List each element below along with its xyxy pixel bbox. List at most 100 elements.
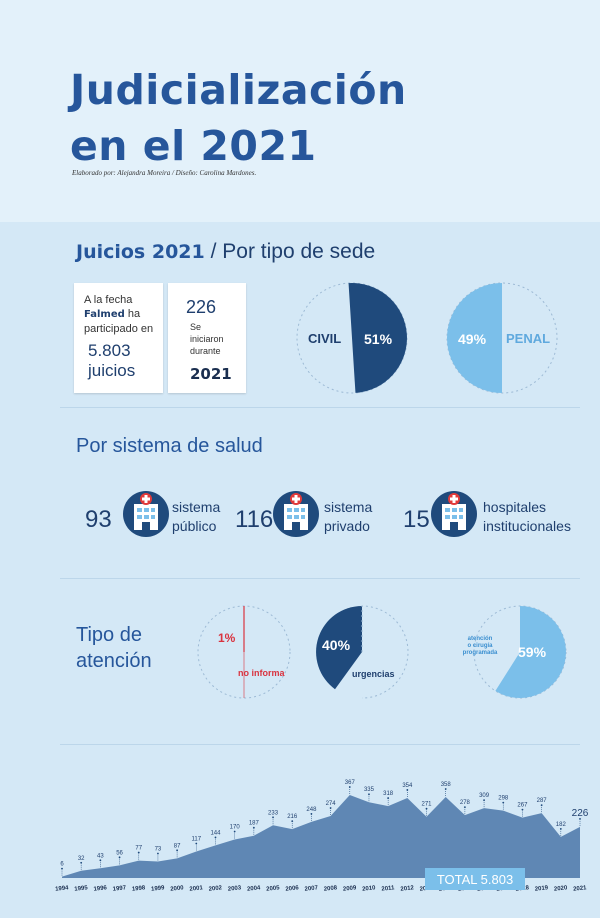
x-tick-label: 2021	[573, 885, 588, 892]
page-title: Judicialización en el 2021	[70, 62, 407, 174]
data-label: 354	[402, 783, 413, 789]
publico-label-1: sistema	[172, 499, 221, 515]
box1-line2: ha participado en	[84, 308, 154, 335]
hospital-icon	[273, 491, 319, 537]
area-series	[62, 795, 580, 878]
data-label: 56	[116, 850, 123, 856]
data-point	[368, 793, 370, 796]
programada-label-3: programada	[463, 650, 498, 656]
civil-value: 51%	[364, 331, 393, 347]
penal-pie-slice	[447, 283, 502, 393]
x-tick-label: 2009	[343, 885, 358, 892]
atencion-pies: 1% no informa 40% urgencias atención o c…	[197, 605, 567, 699]
data-point	[252, 826, 255, 829]
data-point	[425, 807, 428, 810]
data-point	[521, 808, 524, 811]
data-point	[176, 849, 179, 852]
x-tick-label: 1995	[74, 885, 89, 892]
publico-label-2: público	[172, 518, 217, 534]
data-point	[99, 859, 102, 862]
publico-label: sistema público	[172, 498, 220, 536]
hospital-icon	[431, 491, 477, 537]
data-label: 367	[345, 780, 356, 786]
box2-text2: iniciaron	[190, 334, 224, 344]
civil-pie-outline	[296, 282, 408, 394]
programada-label-1: atención	[468, 636, 493, 642]
programada-value: 59%	[518, 644, 547, 660]
section-title-atencion: Tipo de atención	[76, 622, 152, 674]
x-tick-label: 2000	[170, 885, 185, 892]
data-label: 287	[537, 798, 548, 804]
x-tick-label: 2003	[228, 885, 243, 892]
hospital-icon	[123, 491, 169, 537]
total-label: TOTAL 5.803	[437, 872, 513, 887]
data-label: 278	[460, 800, 471, 806]
data-label: 358	[441, 782, 452, 788]
penal-label: PENAL	[506, 331, 550, 346]
institucionales-label-2: institucionales	[483, 518, 571, 534]
data-label: 32	[78, 856, 85, 862]
data-label: 187	[249, 821, 260, 827]
section-title-juicios: Juicios 2021 / Por tipo de sede	[76, 240, 375, 264]
data-label: 43	[97, 853, 104, 859]
data-label: 318	[383, 791, 394, 797]
privado-label: sistema privado	[324, 498, 372, 536]
data-point	[579, 817, 581, 820]
x-tick-label: 2001	[189, 885, 204, 892]
brand-name: Falmed	[84, 309, 125, 320]
total-cases-text: A la fecha Falmed ha participado en	[84, 293, 159, 336]
x-tick-label: 1998	[132, 885, 147, 892]
x-tick-label: 1994	[55, 885, 70, 892]
x-tick-label: 2008	[324, 885, 339, 892]
data-point	[195, 842, 198, 845]
institucionales-number: 15	[403, 506, 430, 533]
data-point	[310, 813, 313, 815]
total-cases-number: 5.803 juicios	[88, 341, 135, 381]
atencion-title-1: Tipo de	[76, 624, 142, 646]
x-tick-label: 2005	[266, 885, 281, 892]
credit-line: Elaborado por: Alejandra Moreira / Diseñ…	[72, 169, 257, 177]
no-informa-label: no informa	[238, 668, 285, 678]
privado-label-1: sistema	[324, 499, 373, 515]
data-label: 335	[364, 787, 375, 793]
data-label: 274	[326, 801, 337, 807]
section-title-rest: / Por tipo de sede	[204, 240, 376, 263]
title-line-1: Judicialización	[70, 66, 407, 114]
data-point	[80, 861, 83, 864]
data-point	[157, 852, 159, 855]
x-tick-label: 2002	[208, 885, 223, 892]
data-point	[406, 789, 409, 791]
data-label: 309	[479, 793, 490, 799]
x-tick-label: 1996	[93, 885, 108, 892]
programada-label-2: o cirugía	[467, 643, 493, 649]
box2-text1: Se	[190, 322, 202, 332]
privado-label-2: privado	[324, 518, 370, 534]
programada-slice	[495, 606, 566, 698]
data-label: 216	[287, 814, 298, 820]
data-point	[291, 820, 294, 823]
data-point	[559, 827, 562, 830]
institucionales-label-1: hospitales	[483, 499, 547, 515]
data-point	[137, 851, 140, 854]
data-point	[61, 867, 63, 870]
data-point	[463, 806, 466, 809]
x-tick-label: 2007	[304, 885, 319, 892]
x-tick-label: 2020	[554, 885, 569, 892]
publico-number: 93	[85, 506, 112, 533]
data-point	[540, 804, 543, 806]
total-cases-box: A la fecha Falmed ha participado en 5.80…	[74, 283, 163, 393]
data-label: 117	[192, 837, 202, 843]
privado-number: 116	[235, 506, 274, 533]
urgencias-pie-outline	[361, 605, 409, 699]
urgencias-slice	[316, 606, 362, 690]
box1-number: 5.803	[88, 341, 131, 360]
new-cases-year: 2021	[190, 365, 232, 383]
penal-value: 49%	[458, 331, 487, 347]
x-tick-label: 2011	[381, 885, 395, 892]
new-cases-box: 226 Se iniciaron durante 2021	[168, 283, 246, 393]
data-point	[272, 816, 274, 819]
x-tick-label: 2004	[247, 885, 262, 892]
title-line-2: en el 2021	[70, 122, 317, 170]
divider-3	[60, 744, 580, 745]
data-label: 298	[498, 796, 509, 802]
